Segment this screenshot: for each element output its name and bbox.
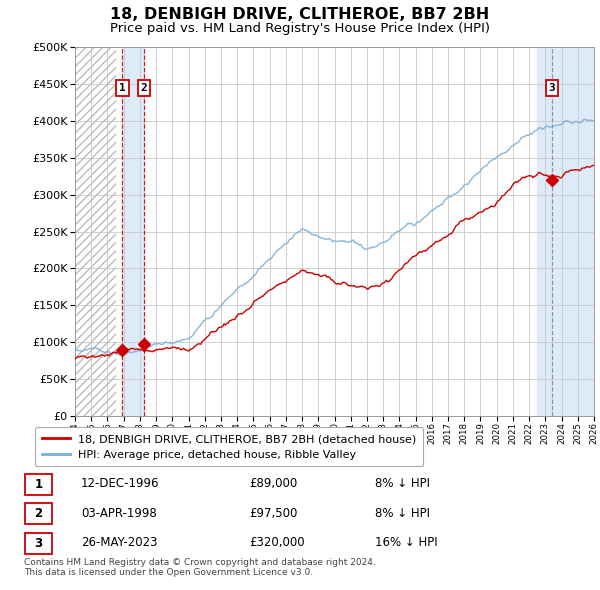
FancyBboxPatch shape [25,503,52,525]
Text: 18, DENBIGH DRIVE, CLITHEROE, BB7 2BH: 18, DENBIGH DRIVE, CLITHEROE, BB7 2BH [110,7,490,22]
Bar [122,47,144,416]
Text: 16% ↓ HPI: 16% ↓ HPI [375,536,437,549]
Legend: 18, DENBIGH DRIVE, CLITHEROE, BB7 2BH (detached house), HPI: Average price, deta: 18, DENBIGH DRIVE, CLITHEROE, BB7 2BH (d… [35,428,424,466]
Text: 8% ↓ HPI: 8% ↓ HPI [375,507,430,520]
FancyBboxPatch shape [25,533,52,554]
Bar [537,47,594,416]
Text: 8% ↓ HPI: 8% ↓ HPI [375,477,430,490]
Text: 3: 3 [548,83,555,93]
FancyBboxPatch shape [25,474,52,495]
Text: 1: 1 [119,83,126,93]
Text: 2: 2 [34,507,43,520]
Text: 12-DEC-1996: 12-DEC-1996 [81,477,160,490]
Text: £97,500: £97,500 [249,507,298,520]
Text: 2: 2 [140,83,148,93]
Bar [75,47,116,416]
Text: Contains HM Land Registry data © Crown copyright and database right 2024.
This d: Contains HM Land Registry data © Crown c… [24,558,376,577]
Text: 3: 3 [34,537,43,550]
Text: 03-APR-1998: 03-APR-1998 [81,507,157,520]
Text: Price paid vs. HM Land Registry's House Price Index (HPI): Price paid vs. HM Land Registry's House … [110,22,490,35]
Text: £89,000: £89,000 [249,477,297,490]
Text: 1: 1 [34,478,43,491]
Text: 26-MAY-2023: 26-MAY-2023 [81,536,157,549]
Text: £320,000: £320,000 [249,536,305,549]
